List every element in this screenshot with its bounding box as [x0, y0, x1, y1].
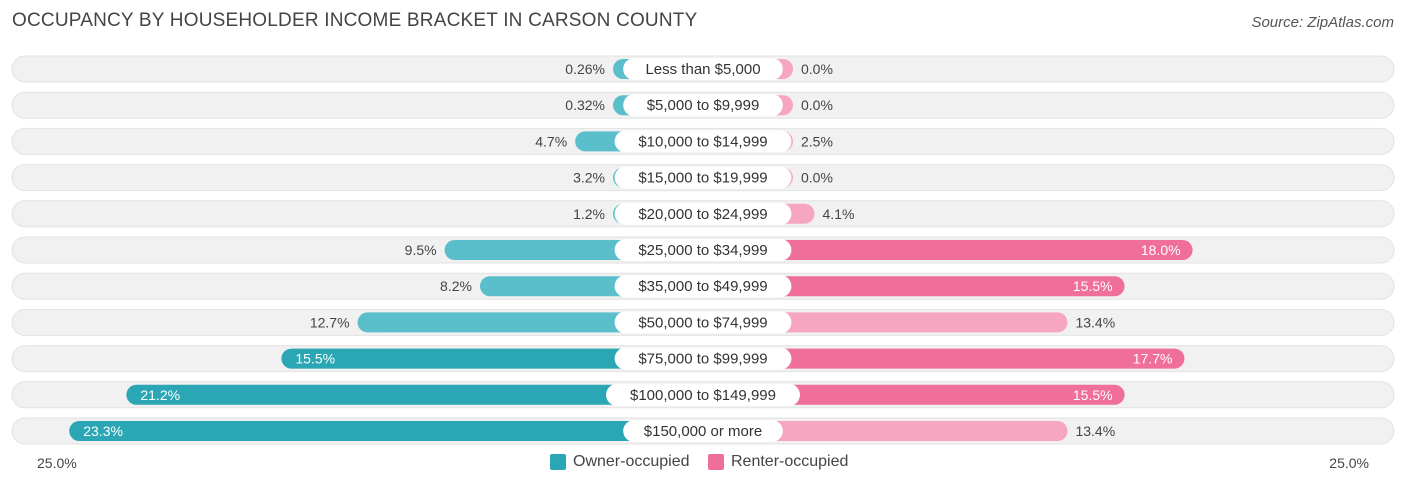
renter-value-label: 18.0% — [1141, 242, 1181, 258]
category-pill — [614, 311, 792, 334]
category-label: $75,000 to $99,999 — [638, 351, 767, 368]
category-pill — [614, 275, 792, 298]
owner-value-label: 1.2% — [573, 206, 605, 222]
category-pill — [623, 58, 783, 80]
renter-value-label: 0.0% — [801, 61, 833, 77]
renter-bar — [703, 240, 1193, 260]
category-pill — [614, 347, 792, 370]
renter-value-label: 2.5% — [801, 133, 833, 149]
owner-value-label: 9.5% — [405, 242, 437, 258]
renter-value-label: 13.4% — [1075, 423, 1115, 439]
category-label: $20,000 to $24,999 — [638, 206, 767, 223]
legend-owner: Owner-occupied — [550, 453, 690, 471]
category-label: $100,000 to $149,999 — [630, 387, 776, 404]
owner-bar — [126, 384, 704, 405]
category-pill — [606, 383, 800, 406]
category-label: $15,000 to $19,999 — [638, 170, 767, 187]
renter-value-label: 0.0% — [801, 97, 833, 113]
category-label: Less than $5,000 — [645, 61, 760, 78]
owner-bar — [281, 348, 703, 369]
category-label: $5,000 to $9,999 — [647, 97, 760, 114]
renter-value-label: 15.5% — [1073, 387, 1113, 403]
category-pill — [623, 420, 783, 442]
renter-bar — [703, 312, 1068, 333]
category-label: $35,000 to $49,999 — [638, 278, 767, 295]
renter-bar — [703, 384, 1125, 405]
owner-value-label: 15.5% — [295, 351, 335, 367]
owner-value-label: 23.3% — [83, 423, 123, 439]
legend-renter-label: Renter-occupied — [731, 453, 849, 470]
category-label: $10,000 to $14,999 — [638, 133, 767, 150]
legend-owner-swatch — [550, 454, 566, 470]
category-pill — [614, 130, 792, 153]
category-pill — [614, 166, 792, 189]
renter-value-label: 4.1% — [823, 206, 855, 222]
renter-value-label: 17.7% — [1133, 351, 1173, 367]
category-label: $50,000 to $74,999 — [638, 314, 767, 331]
renter-value-label: 13.4% — [1075, 314, 1115, 330]
category-label: $25,000 to $34,999 — [638, 242, 767, 259]
category-pill — [614, 202, 792, 225]
renter-bar — [703, 276, 1125, 297]
legend-owner-label: Owner-occupied — [573, 453, 690, 470]
chart: 0.26% 0.0% Less than $5,000 0.32% 0.0% $5,000… — [11, 55, 1395, 445]
owner-value-label: 21.2% — [140, 387, 180, 403]
owner-value-label: 4.7% — [535, 133, 567, 149]
source-note: Source: ZipAtlas.com — [1251, 14, 1394, 31]
renter-value-label: 0.0% — [801, 170, 833, 186]
owner-value-label: 0.26% — [565, 61, 605, 77]
renter-bar — [703, 421, 1068, 441]
owner-value-label: 0.32% — [565, 97, 605, 113]
legend: Owner-occupied Renter-occupied — [0, 453, 1406, 473]
owner-bar — [69, 421, 704, 441]
owner-value-label: 3.2% — [573, 170, 605, 186]
category-pill — [623, 94, 783, 117]
legend-renter: Renter-occupied — [708, 453, 848, 471]
category-label: $150,000 or more — [644, 423, 762, 440]
axis-right-label: 25.0% — [1329, 455, 1369, 471]
owner-value-label: 8.2% — [440, 278, 472, 294]
renter-bar — [703, 348, 1185, 369]
renter-value-label: 15.5% — [1073, 278, 1113, 294]
axis-left-label: 25.0% — [37, 455, 77, 471]
chart-title: OCCUPANCY BY HOUSEHOLDER INCOME BRACKET … — [12, 10, 698, 31]
legend-renter-swatch — [708, 454, 724, 470]
owner-value-label: 12.7% — [310, 314, 350, 330]
category-pill — [614, 239, 792, 261]
